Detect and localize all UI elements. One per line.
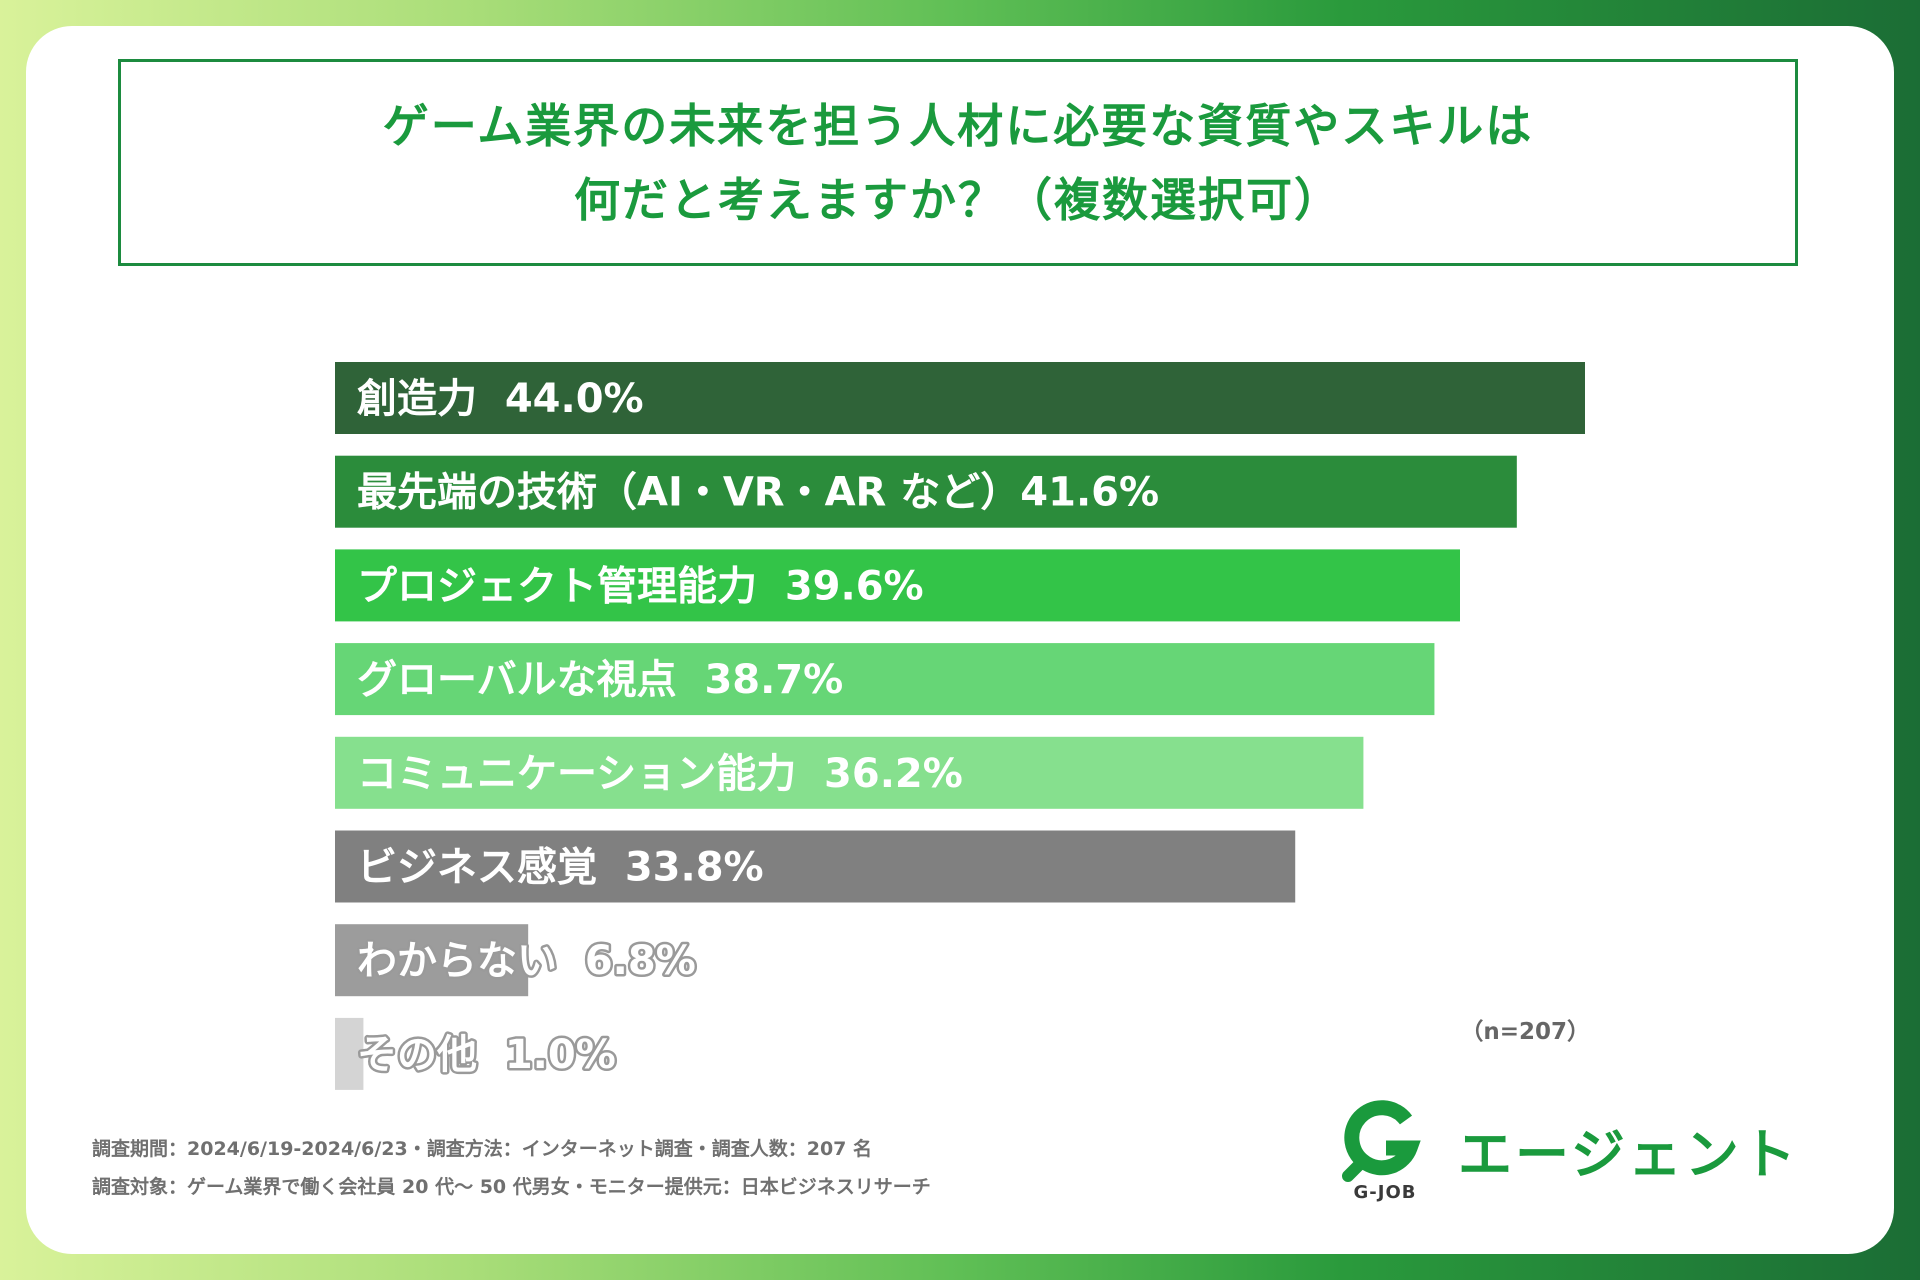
bar-label-3: プロジェクト管理能力 39.6%: [357, 563, 924, 609]
bar-8: [335, 1017, 364, 1090]
bar-label-5: コミュニケーション能力 36.2%: [357, 751, 963, 797]
brand-logo: G-JOB エージェント: [1340, 1098, 1820, 1208]
bar-6: [335, 830, 1296, 903]
bar-4: [335, 643, 1435, 716]
bar-3: [335, 549, 1460, 622]
bar-1: [335, 362, 1585, 434]
survey-footnote-target: 調査対象：ゲーム業界で働く会社員 20 代〜 50 代男女・モニター提供元：日本…: [92, 1176, 931, 1198]
bar-7: [335, 924, 529, 997]
bar-label-1: 創造力 44.0%: [357, 376, 644, 422]
survey-footnote-period: 調査期間：2024/6/19-2024/6/23・調査方法：インターネット調査・…: [92, 1138, 873, 1160]
bar-label-6: ビジネス感覚 33.8%: [357, 845, 764, 891]
bar-2: [335, 455, 1517, 528]
logo-name: エージェント: [1458, 1123, 1799, 1186]
page-title-line-1: ゲーム業界の未来を担う人材に必要な資質やスキルは: [382, 98, 1534, 153]
g-magnifier-icon: [1342, 1100, 1421, 1182]
bar-5: [335, 736, 1364, 809]
bar-label-4: グローバルな視点 38.7%: [357, 657, 843, 703]
bar-label-7: わからない 6.8%: [357, 938, 696, 984]
page-title-line-2: 何だと考えますか？（複数選択可）: [574, 172, 1342, 227]
bar-label-2: 最先端の技術（AI・VR・AR など）41.6%: [357, 470, 1159, 516]
bar-label-8: その他 1.0%: [357, 1032, 616, 1078]
sample-size-label: （n=207）: [1460, 1019, 1590, 1045]
title-box: ゲーム業界の未来を担う人材に必要な資質やスキルは 何だと考えますか？（複数選択可…: [118, 59, 1798, 266]
logo-mark-text: G-JOB: [1353, 1182, 1417, 1203]
